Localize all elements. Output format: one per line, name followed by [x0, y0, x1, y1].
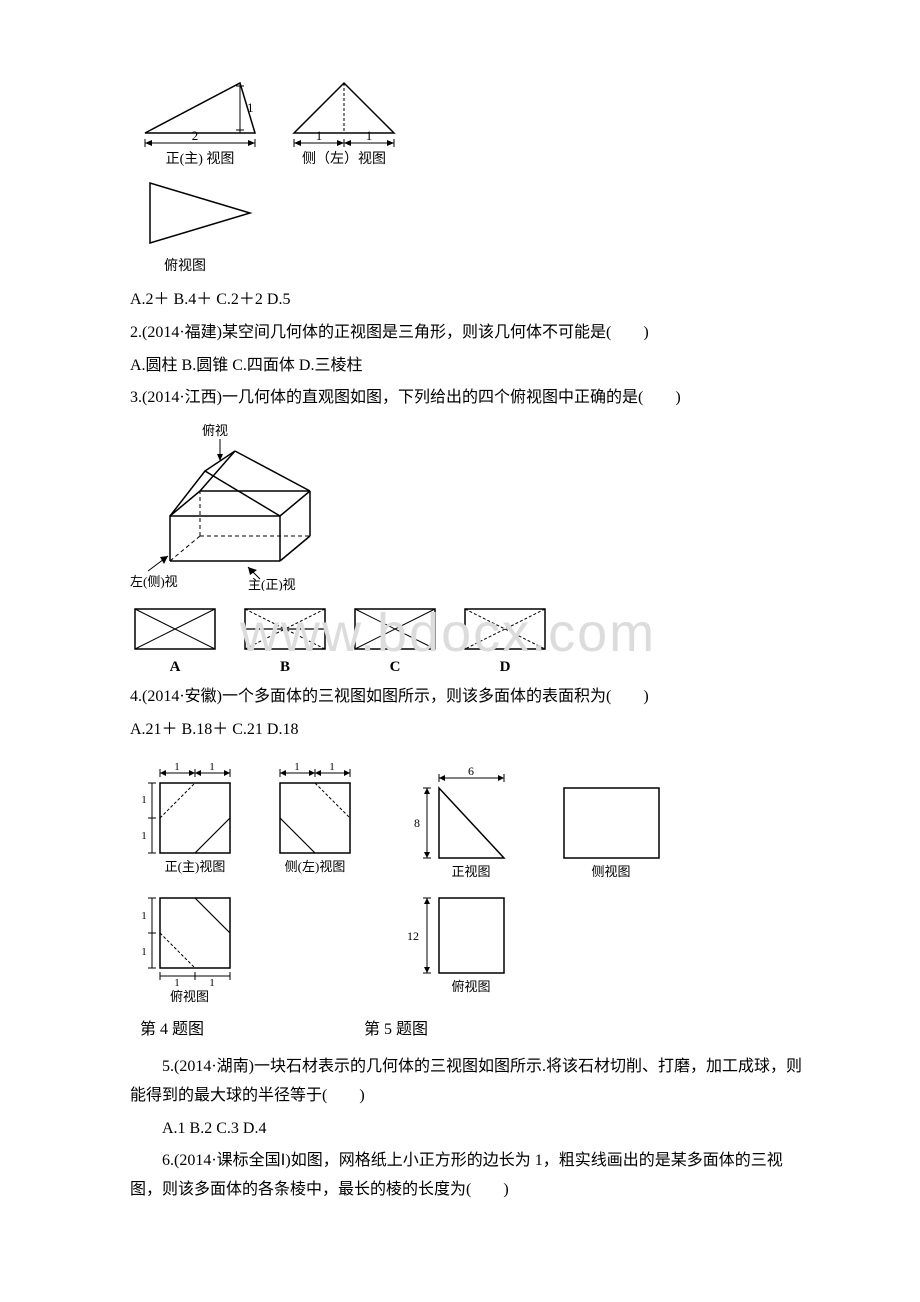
- svg-text:8: 8: [414, 816, 420, 830]
- q3-opt-d: D: [500, 659, 511, 675]
- q4-choices: A.21＋ B.18＋ C.21 D.18: [130, 716, 810, 745]
- q4-views: 1 1 1 1 正(主)视图: [130, 753, 380, 993]
- svg-text:1: 1: [141, 794, 147, 806]
- svg-text:1: 1: [141, 910, 147, 922]
- q6-text: 6.(2014·课标全国Ⅰ)如图，网格纸上小正方形的边长为 1，粗实线画出的是某…: [130, 1147, 810, 1205]
- q5-front-label: 正视图: [451, 864, 490, 879]
- q4-side-label: 侧(左)视图: [285, 859, 346, 874]
- q4-caption: 第 4 题图: [140, 1016, 360, 1045]
- q2-text: 2.(2014·福建)某空间几何体的正视图是三角形，则该几何体不可能是( ): [130, 319, 810, 348]
- svg-text:1: 1: [294, 761, 300, 773]
- q5-side-label: 侧视图: [591, 864, 630, 879]
- q1-side-view: 1 1 侧（左）视图: [274, 68, 414, 168]
- q5-top-label: 俯视图: [451, 979, 490, 993]
- q4-text: 4.(2014·安徽)一个多面体的三视图如图所示，则该多面体的表面积为( ): [130, 683, 810, 712]
- q1-top-label: 俯视图: [164, 258, 206, 274]
- q1-side-label: 侧（左）视图: [302, 151, 386, 167]
- svg-text:1: 1: [141, 946, 147, 958]
- svg-text:2: 2: [192, 128, 199, 143]
- svg-text:1: 1: [141, 830, 147, 842]
- q3-options-row: www.bdocx.com A B C: [130, 599, 810, 679]
- q5-caption: 第 5 题图: [364, 1016, 428, 1045]
- q3-opt-c: C: [390, 659, 401, 675]
- svg-text:1: 1: [316, 128, 323, 143]
- q5-views: 6 8 正视图 侧视图: [394, 753, 674, 993]
- q4-front-label: 正(主)视图: [165, 859, 226, 874]
- svg-text:1: 1: [329, 761, 335, 773]
- svg-text:6: 6: [468, 764, 474, 778]
- q5-choices: A.1 B.2 C.3 D.4: [130, 1115, 810, 1144]
- q1-figure: 1 2 正(主) 视图: [130, 68, 810, 278]
- svg-text:1: 1: [209, 977, 215, 989]
- q3-text: 3.(2014·江西)一几何体的直观图如图，下列给出的四个俯视图中正确的是( ): [130, 384, 810, 413]
- q3-front-arrow-label: 主(正)视: [248, 577, 296, 591]
- q3-top-arrow-label: 俯视: [202, 423, 228, 438]
- svg-text:1: 1: [366, 128, 373, 143]
- q1-front-view: 1 2 正(主) 视图: [130, 68, 270, 168]
- q5-text: 5.(2014·湖南)一块石材表示的几何体的三视图如图所示.将该石材切削、打磨，…: [130, 1053, 810, 1111]
- q4-top-label: 俯视图: [170, 985, 380, 1008]
- svg-text:1: 1: [174, 761, 180, 773]
- svg-text:12: 12: [407, 929, 419, 943]
- q1-top-view: 俯视图: [130, 168, 270, 278]
- q3-opt-b: B: [280, 659, 290, 675]
- q4-q5-figures: 1 1 1 1 正(主)视图: [130, 753, 810, 1008]
- svg-text:1: 1: [209, 761, 215, 773]
- svg-text:1: 1: [247, 100, 254, 115]
- q2-choices: A.圆柱 B.圆锥 C.四面体 D.三棱柱: [130, 352, 810, 381]
- q1-choices: A.2＋ B.4＋ C.2＋2 D.5: [130, 286, 810, 315]
- q3-opt-a: A: [170, 659, 181, 675]
- q3-left-arrow-label: 左(侧)视: [130, 574, 178, 589]
- q1-front-label: 正(主) 视图: [166, 151, 235, 167]
- q3-figure: 俯视 左(侧)视 主(正)视: [130, 421, 810, 591]
